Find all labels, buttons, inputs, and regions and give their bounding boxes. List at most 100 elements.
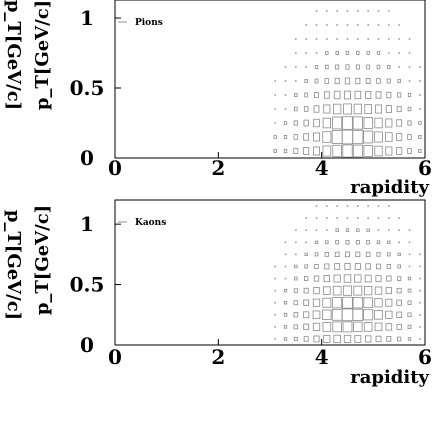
heatmap-cell [303,147,310,155]
heatmap-cell [274,108,276,110]
x-axis-title: rapidity [350,177,429,198]
heatmap-cell [419,301,421,304]
heatmap-cell [293,147,299,155]
heatmap-cell [344,251,351,258]
heatmap-cell [322,309,332,320]
heatmap-cell [333,274,341,283]
heatmap-cell [314,92,319,98]
heatmap-cell [344,90,351,100]
heatmap-cell [363,145,373,157]
heatmap-cell [305,229,307,232]
heatmap-cell [366,240,371,245]
heatmap-cell [419,277,421,280]
heatmap-cell [385,132,393,142]
heatmap-cell [294,106,298,112]
heatmap-cell [345,64,350,70]
heatmap-cell [374,310,383,320]
heatmap-cell [363,322,373,332]
heatmap-cell [388,217,390,219]
heatmap-cell [312,298,321,307]
heatmap-cell [367,205,369,207]
heatmap-cell [363,297,373,308]
heatmap-cell [312,310,321,320]
heatmap-cell [355,240,360,245]
y-tick-label: 0 [80,333,94,357]
heatmap-cell [295,253,297,256]
heatmap-cell [274,277,276,280]
heatmap-cell [407,106,412,112]
heatmap-cell [274,265,276,268]
y-axis-title-secondary: p_T[GeV/c] [3,0,24,110]
heatmap-cell [397,276,402,281]
heatmap-cell [312,146,321,156]
heatmap-cell [408,265,411,268]
heatmap-cell [357,10,359,12]
heatmap-cell [376,252,381,257]
heatmap-cell [367,24,369,26]
y-axis-title-secondary: p_T[GeV/c] [3,210,24,320]
heatmap-cell [407,312,412,318]
heatmap-cell [312,132,321,142]
heatmap-cell [331,130,343,144]
heatmap-cell [324,252,329,257]
heatmap-cell [325,240,329,245]
heatmap-cell [283,312,288,317]
heatmap-cell [396,119,403,127]
heatmap-cell [374,145,383,157]
heatmap-cell [408,241,411,244]
heatmap-cell [407,324,412,329]
heatmap-cell [377,24,380,26]
heatmap-cell [366,51,370,55]
heatmap-cell [364,274,372,283]
heatmap-cell [408,253,411,256]
heatmap-cell [387,252,391,257]
heatmap-cell [419,265,421,268]
heatmap-cell [303,287,309,294]
heatmap-cell [365,91,372,99]
heatmap-cell [323,104,331,114]
heatmap-cell [355,64,360,70]
heatmap-cell [336,10,338,12]
heatmap-cell [418,135,422,139]
heatmap-cell [388,205,390,207]
heatmap-cell [377,229,380,232]
heatmap-cell [388,38,390,40]
heatmap-cell [396,147,403,155]
heatmap-cell [293,300,299,306]
heatmap-cell [355,251,361,258]
heatmap-cell [284,253,287,256]
heatmap-cell [407,300,412,305]
heatmap-cell [345,50,350,56]
heatmap-cell [323,335,331,343]
heatmap-cell [283,121,288,125]
heatmap-cell [336,24,338,26]
y-tick-label: 0.5 [70,76,105,100]
heatmap-cell [326,10,328,12]
heatmap-cell [305,24,307,26]
heatmap-cell [313,335,320,343]
heatmap-cell [326,24,328,26]
heatmap-cell [293,336,298,342]
heatmap-cell [397,252,401,257]
heatmap-cell [341,308,354,322]
heatmap-cell [283,325,288,329]
heatmap-cell [332,116,343,130]
heatmap-cell [303,323,310,331]
heatmap-cell [342,285,353,296]
heatmap-cell [407,134,412,140]
heatmap-cell [375,275,382,282]
heatmap-cell [341,129,354,145]
heatmap-cell [385,118,393,128]
heatmap-cell [326,205,328,207]
heatmap-cell [303,133,310,141]
heatmap-cell [304,276,309,281]
heatmap-cell [346,217,349,219]
heatmap-cell [385,310,393,319]
y-tick-label: 1 [80,6,94,30]
heatmap-cell [315,38,318,40]
heatmap-cell [326,217,328,219]
heatmap-cell [334,263,341,270]
heatmap-cell [396,287,402,294]
x-tick-label: 0 [108,156,122,180]
heatmap-cell [314,264,319,269]
